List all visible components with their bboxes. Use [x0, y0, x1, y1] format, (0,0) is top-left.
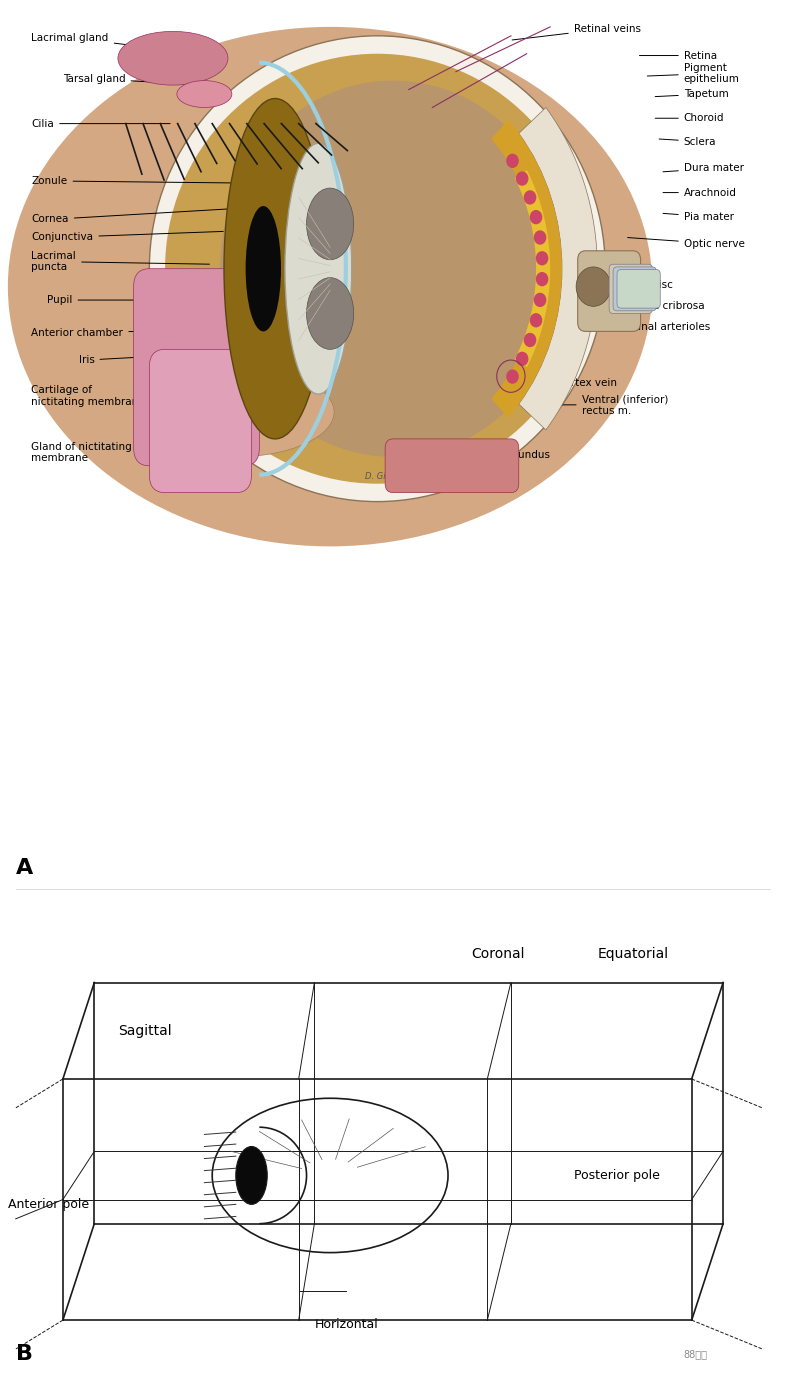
Circle shape: [516, 171, 528, 186]
FancyBboxPatch shape: [617, 270, 660, 309]
Circle shape: [523, 190, 536, 204]
Text: Vortex vein: Vortex vein: [527, 375, 617, 389]
Text: Retina: Retina: [640, 51, 717, 61]
Ellipse shape: [138, 367, 334, 456]
Wedge shape: [519, 107, 597, 430]
Text: Cornea: Cornea: [31, 208, 244, 225]
Text: B: B: [16, 1344, 33, 1364]
Text: Zonule: Zonule: [31, 176, 292, 186]
Text: Pigment
epithelium: Pigment epithelium: [648, 62, 740, 84]
Circle shape: [534, 292, 546, 307]
Text: Vitreous: Vitreous: [420, 244, 468, 258]
Text: Retinal veins: Retinal veins: [512, 23, 641, 40]
Text: Tapetum: Tapetum: [656, 90, 729, 99]
Ellipse shape: [285, 143, 352, 394]
Circle shape: [506, 369, 519, 383]
Text: Sclera: Sclera: [659, 136, 716, 146]
Text: Horizontal: Horizontal: [314, 1319, 378, 1331]
Ellipse shape: [224, 99, 326, 438]
Text: Cartilage of
nictitating membrane: Cartilage of nictitating membrane: [31, 384, 189, 407]
Circle shape: [523, 333, 536, 347]
FancyBboxPatch shape: [613, 267, 656, 311]
Ellipse shape: [149, 36, 605, 502]
Ellipse shape: [307, 277, 354, 349]
Text: Dura mater: Dura mater: [663, 164, 744, 174]
Circle shape: [530, 209, 542, 225]
Text: Lamina cribrosa: Lamina cribrosa: [612, 300, 704, 311]
Ellipse shape: [8, 28, 652, 546]
Text: Posterior pole: Posterior pole: [574, 1169, 659, 1182]
Text: Non–tapetal fundus: Non–tapetal fundus: [443, 441, 550, 460]
Text: Cilia: Cilia: [31, 119, 170, 128]
Text: Tarsal gland: Tarsal gland: [63, 74, 205, 85]
Text: Choroid: Choroid: [656, 113, 725, 123]
Text: Lacrimal
puncta: Lacrimal puncta: [31, 251, 209, 273]
FancyBboxPatch shape: [385, 438, 519, 493]
Text: Conjunctiva: Conjunctiva: [31, 232, 229, 243]
Text: Iris: Iris: [79, 350, 280, 365]
Ellipse shape: [245, 205, 281, 332]
Text: A: A: [16, 857, 33, 878]
Ellipse shape: [307, 187, 354, 259]
Text: Arachnoid: Arachnoid: [663, 187, 736, 197]
FancyBboxPatch shape: [149, 349, 252, 493]
Text: Ventral (inferior)
rectus m.: Ventral (inferior) rectus m.: [522, 394, 668, 416]
Text: Pia mater: Pia mater: [663, 212, 734, 222]
Text: Optic disc: Optic disc: [601, 280, 673, 289]
Wedge shape: [515, 169, 550, 368]
Text: Coronal: Coronal: [472, 947, 525, 960]
Text: Lacrimal gland: Lacrimal gland: [31, 33, 182, 51]
Ellipse shape: [118, 32, 228, 85]
Circle shape: [536, 271, 549, 287]
Text: Pupil: Pupil: [47, 295, 248, 305]
Ellipse shape: [220, 80, 566, 457]
Ellipse shape: [236, 1146, 267, 1204]
Text: D. Giddings: D. Giddings: [365, 473, 414, 481]
Text: Lens: Lens: [307, 262, 334, 276]
Circle shape: [576, 267, 611, 306]
Ellipse shape: [177, 80, 232, 107]
Text: 88图片: 88图片: [684, 1349, 708, 1359]
Text: Retinal arterioles: Retinal arterioles: [589, 322, 711, 332]
Circle shape: [534, 230, 546, 245]
FancyBboxPatch shape: [134, 269, 259, 466]
FancyBboxPatch shape: [609, 265, 652, 313]
Text: Optic nerve: Optic nerve: [628, 237, 744, 248]
Text: Anterior chamber: Anterior chamber: [31, 327, 276, 338]
Text: Equatorial: Equatorial: [597, 947, 668, 960]
Ellipse shape: [165, 54, 590, 484]
Text: Sagittal: Sagittal: [118, 1024, 171, 1038]
FancyBboxPatch shape: [578, 251, 641, 332]
Text: Anterior pole: Anterior pole: [8, 1197, 89, 1211]
Wedge shape: [491, 120, 562, 418]
Text: Gland of nictitating
membrane: Gland of nictitating membrane: [31, 441, 182, 463]
Circle shape: [530, 313, 542, 328]
Circle shape: [506, 154, 519, 168]
Text: Ciliary
body: Ciliary body: [351, 143, 388, 171]
Circle shape: [516, 351, 528, 367]
Circle shape: [536, 251, 549, 266]
